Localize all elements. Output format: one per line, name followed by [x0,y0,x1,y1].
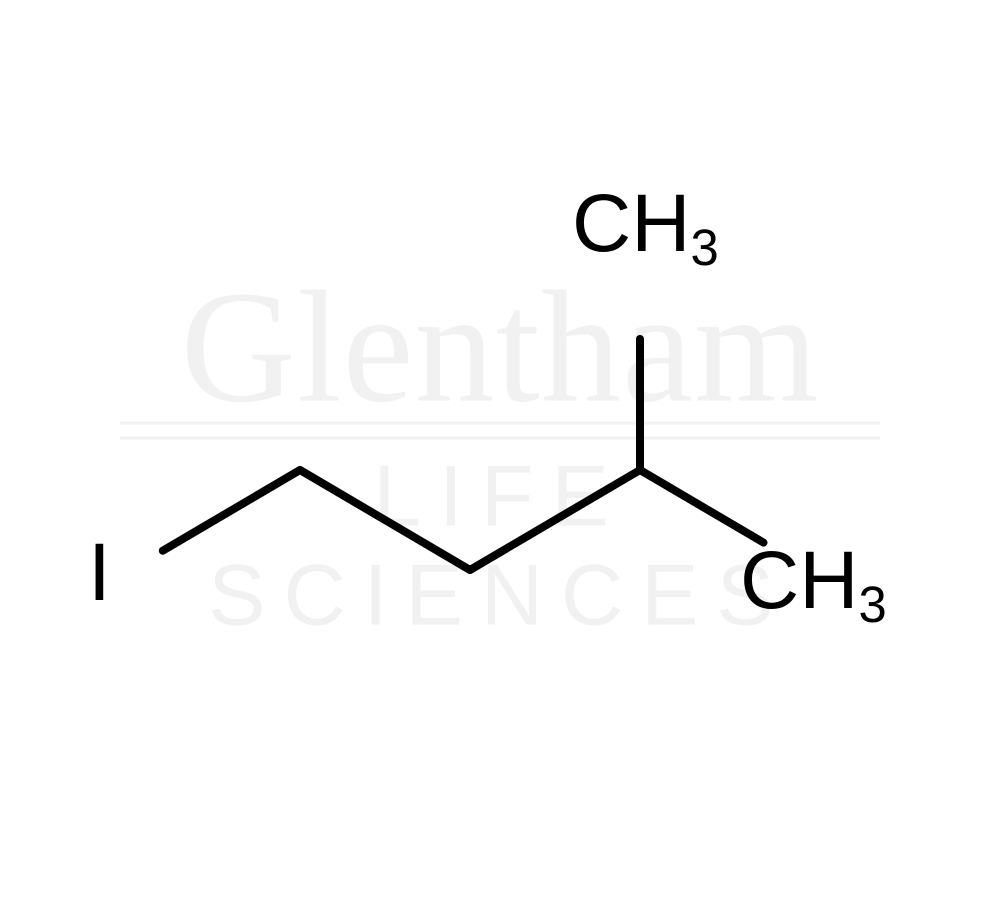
bond [640,470,764,543]
molecule-bonds [0,0,1000,900]
bond [300,470,470,570]
bond [470,470,640,570]
atom-label-ch3-top: CH3 [572,183,719,265]
bond [163,470,300,551]
atom-label-ch3-right: CH3 [740,540,887,622]
figure-canvas: Glentham LIFE SCIENCES ICH3CH3 [0,0,1000,900]
atom-label-iodine: I [88,532,111,614]
